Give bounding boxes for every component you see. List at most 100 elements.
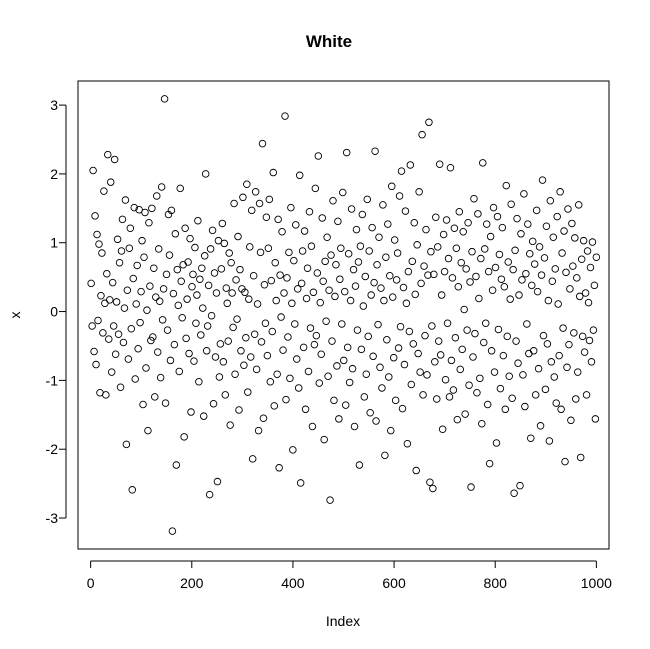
data-point bbox=[371, 147, 379, 155]
data-point bbox=[394, 344, 403, 352]
data-point bbox=[449, 386, 458, 394]
data-point bbox=[466, 278, 474, 286]
data-point bbox=[549, 233, 558, 241]
data-point bbox=[392, 276, 401, 284]
data-point bbox=[348, 364, 357, 373]
data-point bbox=[574, 368, 582, 376]
data-point bbox=[191, 243, 199, 252]
data-point bbox=[148, 204, 156, 213]
chart-title: White bbox=[306, 32, 352, 51]
data-point bbox=[364, 332, 372, 341]
data-point bbox=[346, 296, 355, 305]
data-point bbox=[265, 195, 274, 204]
data-point bbox=[361, 272, 370, 281]
data-point bbox=[559, 324, 567, 332]
data-point bbox=[441, 375, 450, 384]
x-axis: 0 200 400 600 800 1000 bbox=[87, 560, 612, 591]
data-point bbox=[496, 384, 505, 393]
data-point bbox=[175, 367, 184, 376]
data-point bbox=[572, 395, 580, 403]
data-point bbox=[323, 233, 331, 241]
data-point bbox=[366, 408, 374, 417]
data-point bbox=[104, 150, 112, 159]
data-point bbox=[418, 130, 426, 139]
data-point bbox=[357, 345, 366, 354]
data-point bbox=[435, 160, 444, 169]
data-point bbox=[119, 338, 128, 347]
data-point bbox=[281, 112, 289, 120]
data-point bbox=[282, 395, 290, 404]
data-point bbox=[422, 225, 430, 234]
data-point bbox=[206, 245, 215, 253]
data-point bbox=[484, 267, 493, 276]
data-point bbox=[468, 247, 476, 256]
data-point bbox=[492, 439, 501, 447]
data-point bbox=[199, 304, 207, 312]
data-point bbox=[171, 230, 180, 238]
data-point bbox=[149, 333, 157, 341]
data-point bbox=[312, 331, 321, 340]
data-point bbox=[580, 348, 589, 356]
data-point bbox=[176, 184, 184, 193]
data-point bbox=[272, 296, 280, 305]
data-point bbox=[140, 253, 148, 261]
data-point bbox=[489, 203, 498, 212]
data-point bbox=[387, 182, 396, 191]
data-point bbox=[566, 285, 574, 293]
data-point bbox=[436, 351, 445, 359]
data-point bbox=[228, 289, 236, 297]
data-point bbox=[563, 363, 571, 372]
data-point bbox=[490, 368, 499, 376]
data-point bbox=[229, 323, 237, 332]
data-point bbox=[515, 291, 523, 299]
data-point bbox=[215, 373, 224, 381]
data-point bbox=[144, 426, 152, 435]
data-point bbox=[555, 351, 563, 360]
data-point bbox=[271, 258, 279, 267]
data-point bbox=[487, 347, 496, 355]
data-point bbox=[258, 139, 267, 148]
data-point bbox=[301, 405, 310, 414]
data-point bbox=[450, 224, 459, 233]
data-point bbox=[571, 234, 579, 242]
data-point bbox=[192, 319, 200, 328]
data-point bbox=[553, 212, 561, 221]
data-point bbox=[588, 238, 597, 246]
data-point bbox=[448, 274, 457, 282]
data-point bbox=[321, 257, 329, 266]
data-point bbox=[115, 258, 124, 267]
data-point bbox=[574, 201, 583, 209]
data-point bbox=[205, 490, 214, 499]
data-point bbox=[169, 289, 178, 298]
data-point bbox=[329, 196, 337, 205]
data-point bbox=[249, 272, 258, 280]
data-point bbox=[372, 417, 380, 425]
data-point bbox=[163, 326, 172, 334]
data-point bbox=[473, 389, 481, 397]
data-point bbox=[156, 373, 165, 382]
data-point bbox=[363, 195, 372, 204]
data-point bbox=[560, 227, 568, 235]
data-point bbox=[556, 188, 564, 196]
data-point bbox=[246, 243, 254, 251]
data-point bbox=[101, 299, 109, 308]
data-point bbox=[341, 401, 350, 409]
data-point bbox=[423, 371, 431, 379]
data-point bbox=[315, 379, 324, 387]
data-point bbox=[589, 326, 598, 334]
data-point bbox=[123, 286, 132, 294]
data-point bbox=[210, 269, 219, 277]
data-point bbox=[584, 298, 593, 307]
data-point bbox=[396, 322, 405, 331]
data-point bbox=[339, 188, 347, 197]
data-point bbox=[195, 378, 203, 386]
points-layer bbox=[87, 95, 601, 535]
y-tick-label: 0 bbox=[50, 304, 58, 320]
data-point bbox=[523, 320, 531, 328]
data-point bbox=[402, 299, 411, 308]
data-point bbox=[512, 337, 520, 345]
data-point bbox=[204, 281, 213, 290]
data-point bbox=[351, 282, 360, 290]
data-point bbox=[178, 314, 186, 322]
